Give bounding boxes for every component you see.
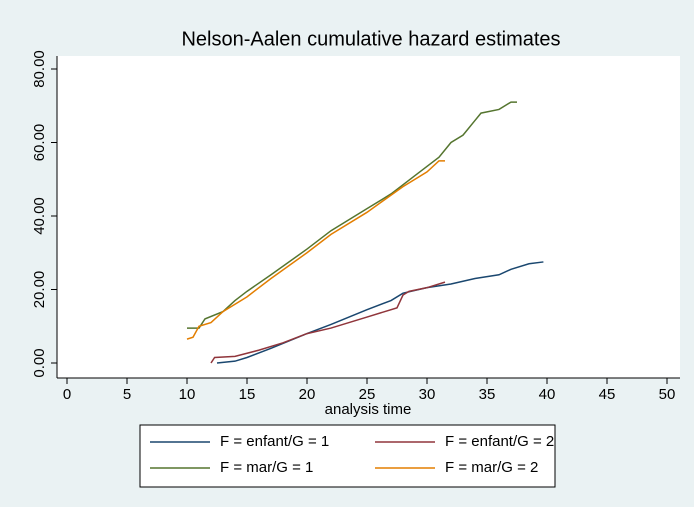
series-line [210,281,446,364]
y-tick-label: 20.00 [31,271,48,309]
x-tick-label: 40 [539,386,556,403]
x-tick-label: 30 [419,386,436,403]
y-tick-label: 60.00 [31,124,48,162]
legend-label: F = enfant/G = 1 [220,433,329,450]
x-tick-label: 45 [599,386,616,403]
x-tick-label: 0 [63,386,71,403]
x-tick-label: 20 [299,386,316,403]
x-tick-label: 50 [659,386,676,403]
x-tick-label: 35 [479,386,496,403]
x-tick-label: 15 [239,386,256,403]
x-tick-label: 25 [359,386,376,403]
legend [139,424,556,488]
legend-label: F = mar/G = 2 [445,459,538,476]
legend-label: F = enfant/G = 2 [445,433,554,450]
chart-title: Nelson-Aalen cumulative hazard estimates [181,28,560,50]
series-line [216,261,544,364]
x-tick-label: 10 [179,386,196,403]
plot-region [57,56,680,378]
series-line [186,160,445,340]
y-tick-label: 40.00 [31,197,48,235]
y-tick-label: 80.00 [31,50,48,88]
x-tick-label: 5 [123,386,131,403]
y-tick-label: 0.00 [31,348,48,377]
legend-label: F = mar/G = 1 [220,459,313,476]
x-axis-label: analysis time [325,401,412,418]
